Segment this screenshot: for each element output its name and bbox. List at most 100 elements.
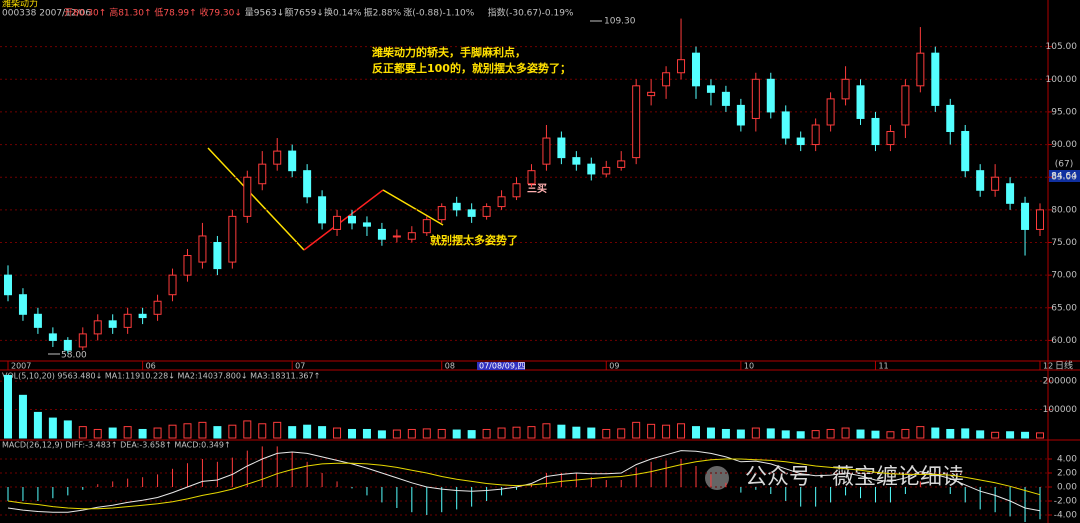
volume-bar: [946, 428, 955, 439]
volume-bar: [826, 428, 835, 439]
x-tick-label: 2007: [11, 362, 31, 371]
y-tick-label: -2.00: [1054, 497, 1078, 507]
volume-bar: [662, 424, 671, 439]
candle-body: [303, 170, 312, 198]
volume-bar: [991, 431, 1000, 439]
volume-bar: [407, 428, 416, 439]
volume-bar: [123, 426, 132, 439]
x-tick-label: 06: [146, 362, 156, 371]
candle-body: [796, 137, 805, 146]
volume-bar: [93, 428, 102, 439]
trend-line: [303, 189, 384, 251]
volume-bar: [198, 421, 207, 439]
annotation: 潍柴动力的轿夫，手脚麻利点，: [372, 45, 526, 59]
volume-bar: [78, 426, 87, 439]
volume-bar: [557, 424, 566, 439]
candle-body: [377, 228, 386, 240]
volume-bar: [512, 426, 521, 439]
y-tick-label: 65.00: [1051, 303, 1077, 313]
quote-field: 指数(-30.67)-0.19%: [488, 7, 574, 19]
volume-bar: [736, 429, 745, 439]
volume-bar: [48, 417, 57, 439]
x-tick-label: 12: [1043, 362, 1053, 371]
y-tick-label: 4.00: [1057, 455, 1077, 465]
y-tick-label: 75.00: [1051, 238, 1077, 248]
volume-bar: [333, 427, 342, 439]
candle-body: [677, 59, 686, 74]
candle-body: [1006, 183, 1015, 204]
candle-body: [273, 150, 282, 165]
candle-body: [48, 333, 57, 341]
candle-body: [766, 78, 775, 113]
volume-bar: [677, 423, 686, 439]
y-tick-label: 105.00: [1046, 42, 1078, 52]
volume-bar: [841, 427, 850, 439]
candle-body: [452, 202, 461, 211]
candle-body: [811, 124, 820, 146]
volume-bar: [1006, 431, 1015, 439]
volume-bar: [542, 423, 551, 439]
candle-body: [886, 131, 895, 146]
volume-bar: [871, 430, 880, 439]
volume-bar: [243, 420, 252, 439]
x-tick-label: 10: [744, 362, 754, 371]
volume-bar: [931, 427, 940, 439]
candle-body: [198, 235, 207, 263]
x-tick-label: 07: [295, 362, 305, 371]
high-label: 109.30: [604, 17, 636, 27]
candle-body: [706, 85, 715, 93]
candle-body: [33, 313, 42, 328]
volume-bar: [811, 430, 820, 439]
candle-body: [63, 339, 72, 351]
volume-bar: [303, 424, 312, 439]
stock-code: 000338 2007/12/06: [2, 9, 91, 19]
candle-body: [841, 78, 850, 100]
volume-bar: [422, 428, 431, 439]
quote-field: 额7659↓: [284, 7, 323, 19]
volume-bar: [617, 428, 626, 439]
candle-body: [856, 85, 865, 119]
volume-bar: [392, 429, 401, 439]
candle-body: [362, 222, 371, 227]
candle-body: [826, 98, 835, 126]
quote-field: 低78.99↑: [154, 7, 196, 19]
candle-body: [976, 170, 985, 191]
cursor-date: 07/08/09,四: [479, 362, 525, 371]
volume-bar: [587, 427, 596, 439]
volume-bar: [437, 428, 446, 439]
volume-bar: [258, 423, 267, 439]
candle-body: [557, 137, 566, 159]
volume-bar: [602, 428, 611, 439]
candle-body: [243, 176, 252, 217]
candle-body: [587, 163, 596, 175]
annotation: 就别摆太多姿势了: [430, 233, 518, 247]
y-tick-label: 60.00: [1051, 336, 1077, 346]
candle-body: [392, 235, 401, 238]
volume-bar: [527, 426, 536, 439]
price-box: [1049, 170, 1080, 182]
candle-body: [333, 215, 342, 230]
volume-bar: [692, 426, 700, 439]
volume-bar: [706, 427, 715, 439]
volume-bar: [33, 411, 42, 439]
low-label: 58.00: [61, 351, 87, 361]
volume-bar: [18, 394, 27, 439]
quote-field: 高81.30↑: [109, 7, 151, 19]
volume-bar: [751, 427, 760, 439]
candle-body: [781, 111, 790, 139]
volume-bar: [886, 431, 895, 439]
candle-body: [482, 206, 491, 217]
candle-body: [871, 117, 880, 146]
volume-bar: [1021, 431, 1030, 439]
candle-body: [288, 150, 297, 172]
candle-body: [497, 196, 506, 208]
cursor-box: [477, 362, 525, 370]
candle-body: [1021, 202, 1030, 230]
candle-body: [93, 320, 102, 335]
volume-bar: [856, 429, 865, 439]
volume-bar: [288, 426, 297, 439]
volume-bar: [976, 430, 985, 439]
